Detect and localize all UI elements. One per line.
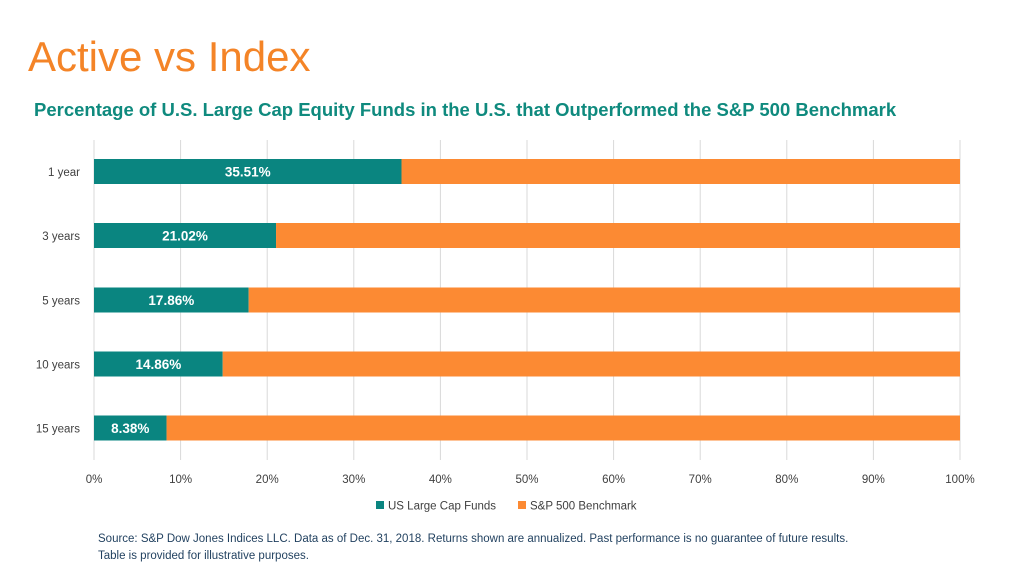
page-title: Active vs Index: [28, 33, 311, 80]
x-tick-label: 0%: [86, 474, 103, 486]
bar-us-large-cap-funds: [94, 415, 167, 441]
bar-sp500-benchmark: [248, 287, 960, 313]
source-line-2: Table is provided for illustrative purpo…: [98, 550, 309, 562]
bar-us-large-cap-funds: [94, 287, 249, 313]
bar-us-large-cap-funds: [94, 159, 402, 184]
category-label: 5 years: [42, 296, 80, 308]
category-label: 15 years: [36, 424, 80, 436]
bar-data-label: 21.02%: [162, 229, 208, 244]
legend-label: US Large Cap Funds: [388, 501, 496, 513]
x-tick-label: 70%: [689, 474, 712, 486]
legend-swatch-sp500-benchmark: [518, 501, 526, 509]
stacked-bar-chart: 35.51% 21.02% 17.86% 14.86% 8.38% 1 year 3 ye…: [36, 140, 975, 513]
bars: 35.51% 21.02% 17.86% 14.86% 8.38%: [94, 159, 960, 441]
x-tick-label: 40%: [429, 474, 452, 486]
bar-data-label: 14.86%: [135, 357, 181, 372]
bar-us-large-cap-funds: [94, 351, 223, 377]
legend-swatch-us-large-cap-funds: [376, 501, 384, 509]
bar-data-label: 17.86%: [148, 293, 194, 308]
x-tick-label: 90%: [862, 474, 885, 486]
source-note: Source: S&P Dow Jones Indices LLC. Data …: [98, 531, 958, 565]
x-tick-label: 80%: [775, 474, 798, 486]
legend: US Large Cap Funds S&P 500 Benchmark: [376, 501, 637, 513]
x-tick-label: 100%: [945, 474, 974, 486]
category-label: 3 years: [42, 231, 80, 243]
chart-title: Percentage of U.S. Large Cap Equity Fund…: [34, 99, 897, 120]
bar-sp500-benchmark: [166, 415, 960, 441]
category-label: 1 year: [48, 167, 80, 179]
legend-label: S&P 500 Benchmark: [530, 501, 637, 513]
x-axis-ticks: 0% 10% 20% 30% 40% 50% 60% 70% 80% 90% 100%: [86, 474, 975, 486]
bar-data-label: 8.38%: [111, 421, 149, 436]
bar-sp500-benchmark: [276, 223, 960, 248]
category-label: 10 years: [36, 360, 80, 372]
source-line-1: Source: S&P Dow Jones Indices LLC. Data …: [98, 533, 849, 545]
x-tick-label: 60%: [602, 474, 625, 486]
bar-us-large-cap-funds: [94, 223, 277, 248]
x-tick-label: 10%: [169, 474, 192, 486]
x-tick-label: 20%: [256, 474, 279, 486]
bar-sp500-benchmark: [222, 351, 960, 377]
bar-sp500-benchmark: [401, 159, 960, 184]
bar-data-label: 35.51%: [225, 165, 271, 180]
x-tick-label: 30%: [342, 474, 365, 486]
x-tick-label: 50%: [515, 474, 538, 486]
category-labels: 1 year 3 years 5 years 10 years 15 years: [36, 167, 80, 436]
